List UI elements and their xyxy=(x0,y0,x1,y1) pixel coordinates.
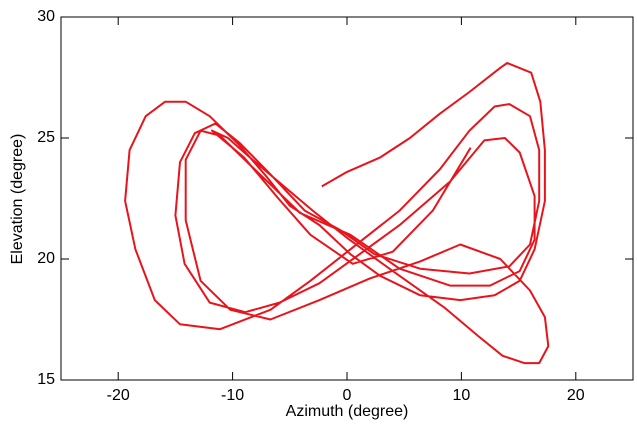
plot-frame xyxy=(60,16,634,381)
y-tick-label: 15 xyxy=(37,371,55,388)
y-tick-label: 30 xyxy=(37,8,55,25)
y-tick-label: 20 xyxy=(37,250,55,267)
y-tick-label: 25 xyxy=(37,129,55,146)
x-tick-label: 0 xyxy=(343,387,352,404)
x-axis-label: Azimuth (degree) xyxy=(286,403,409,420)
x-tick-label: -20 xyxy=(107,387,130,404)
x-tick-label: 10 xyxy=(453,387,471,404)
y-axis-label: Elevation (degree) xyxy=(9,134,26,265)
x-tick-label: -10 xyxy=(221,387,244,404)
trajectory-line xyxy=(124,62,550,365)
x-tick-label: 20 xyxy=(567,387,585,404)
